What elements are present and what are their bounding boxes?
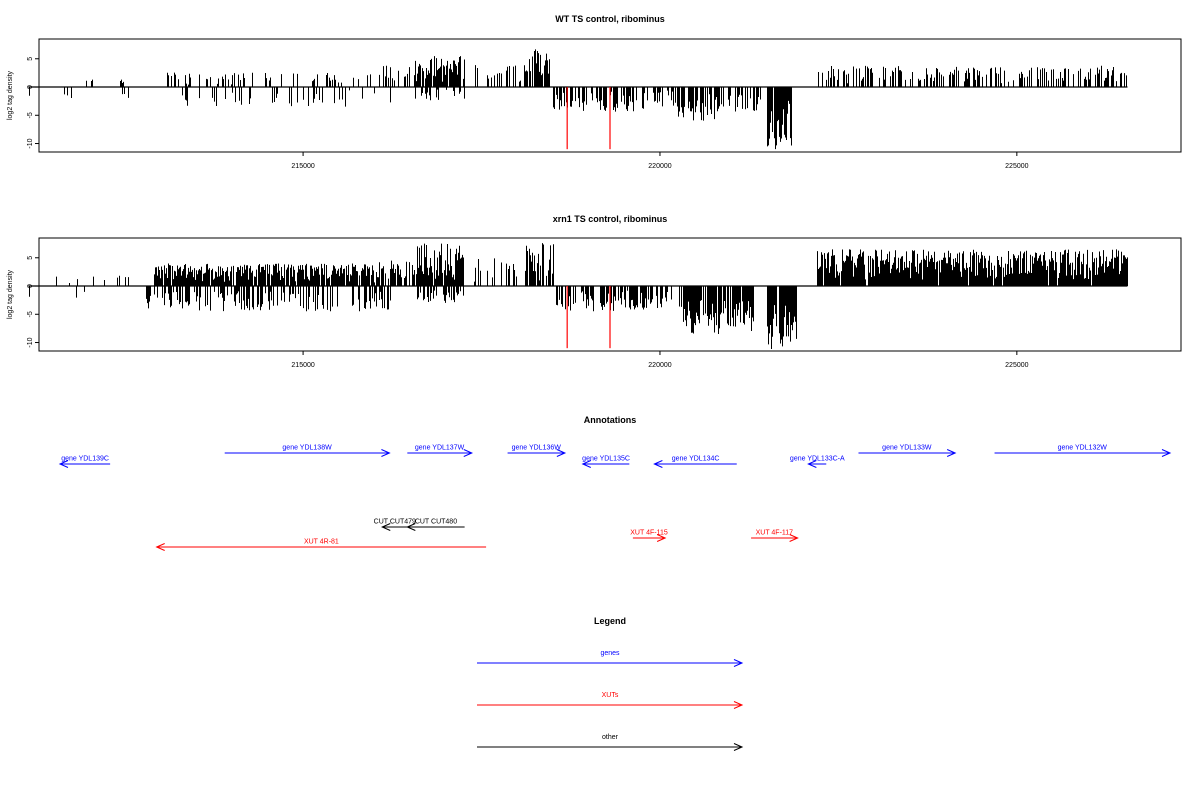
bar-series bbox=[29, 243, 1128, 350]
legend-label: other bbox=[602, 734, 619, 741]
arrow-head bbox=[656, 534, 667, 542]
arrow-head bbox=[946, 449, 957, 457]
feature-label: gene YDL137W bbox=[415, 445, 465, 452]
arrow-head bbox=[733, 701, 744, 709]
annotations-title: Annotations bbox=[584, 415, 637, 425]
arrow-head bbox=[581, 460, 591, 468]
feature-label: gene YDL135C bbox=[582, 456, 630, 463]
y-tick-label: 5 bbox=[27, 57, 34, 61]
feature-arrow bbox=[58, 460, 111, 468]
y-axis-label: log2 tag density bbox=[7, 70, 14, 120]
feature-label: gene YDL133C-A bbox=[790, 456, 845, 463]
legend-arrow bbox=[477, 701, 744, 709]
y-tick-label: -10 bbox=[27, 138, 34, 148]
arrow-head bbox=[155, 543, 165, 551]
x-tick-label: 220000 bbox=[648, 163, 671, 170]
feature-label: gene YDL139C bbox=[61, 456, 109, 463]
plot-frame bbox=[38, 38, 1182, 153]
feature-label: gene YDL134C bbox=[672, 456, 720, 463]
legend-arrow bbox=[477, 743, 744, 751]
arrow-head bbox=[381, 523, 391, 531]
arrow-head bbox=[733, 659, 744, 667]
y-tick-label: 0 bbox=[27, 85, 34, 89]
arrow-head bbox=[463, 449, 474, 457]
feature-arrow bbox=[381, 523, 408, 531]
bar-series bbox=[29, 49, 1127, 150]
arrow-head bbox=[807, 460, 817, 468]
feature-arrow bbox=[407, 449, 474, 457]
feature-label: CUT CUT480 bbox=[415, 519, 457, 526]
feature-label: gene YDL133W bbox=[882, 445, 932, 452]
feature-arrow bbox=[632, 534, 667, 542]
y-axis-label: log2 tag density bbox=[7, 269, 14, 319]
feature-arrow bbox=[751, 534, 799, 542]
legend-arrow bbox=[477, 659, 744, 667]
feature-label: gene YDL136W bbox=[512, 445, 562, 452]
arrow-head bbox=[733, 743, 744, 751]
feature-arrow bbox=[807, 460, 827, 468]
feature-label: XUT 4R-81 bbox=[304, 539, 339, 546]
y-tick-label: 5 bbox=[27, 256, 34, 260]
panel-title: WT TS control, ribominus bbox=[555, 14, 665, 24]
feature-arrow bbox=[653, 460, 737, 468]
arrow-head bbox=[381, 449, 391, 457]
feature-arrow bbox=[155, 543, 487, 551]
arrow-head bbox=[789, 534, 799, 542]
feature-arrow bbox=[507, 449, 567, 457]
y-tick-label: -10 bbox=[27, 337, 34, 347]
feature-label: XUT 4F-117 bbox=[756, 530, 794, 537]
x-tick-label: 215000 bbox=[291, 362, 314, 369]
track-panel-2: xrn1 TS control, ribominus 5 0 -5 -10 log2 ta… bbox=[7, 214, 1182, 369]
x-tick-label: 220000 bbox=[648, 362, 671, 369]
feature-label: gene YDL132W bbox=[1058, 445, 1108, 452]
feature-label: CUT CUT479 bbox=[374, 519, 416, 526]
legend-panel: Legend genes XUTs other bbox=[477, 616, 744, 751]
legend-label: XUTs bbox=[602, 692, 619, 699]
annotations-panel: Annotations gene YDL139C gene YDL138W gene … bbox=[58, 415, 1172, 551]
y-tick-label: -5 bbox=[27, 311, 34, 317]
x-tick-label: 225000 bbox=[1005, 163, 1028, 170]
feature-arrow bbox=[406, 523, 465, 531]
track-panel-1: WT TS control, ribominus 5 0 -5 -10 log2 tag … bbox=[7, 14, 1182, 170]
feature-arrow bbox=[581, 460, 630, 468]
plot-frame bbox=[38, 237, 1182, 352]
y-tick-label: -5 bbox=[27, 112, 34, 118]
feature-arrow bbox=[858, 449, 957, 457]
feature-label: XUT 4F-115 bbox=[630, 530, 668, 537]
x-tick-label: 225000 bbox=[1005, 362, 1028, 369]
y-tick-label: 0 bbox=[27, 284, 34, 288]
arrow-head bbox=[58, 460, 69, 468]
x-tick-label: 215000 bbox=[291, 163, 314, 170]
feature-arrow bbox=[224, 449, 391, 457]
legend-title: Legend bbox=[594, 616, 626, 626]
arrow-head bbox=[653, 460, 663, 468]
arrow-head bbox=[1161, 449, 1172, 457]
arrow-head bbox=[556, 449, 567, 457]
feature-arrow bbox=[994, 449, 1172, 457]
feature-label: gene YDL138W bbox=[282, 445, 332, 452]
legend-label: genes bbox=[600, 650, 620, 657]
panel-title: xrn1 TS control, ribominus bbox=[553, 214, 668, 224]
arrow-head bbox=[406, 523, 416, 531]
